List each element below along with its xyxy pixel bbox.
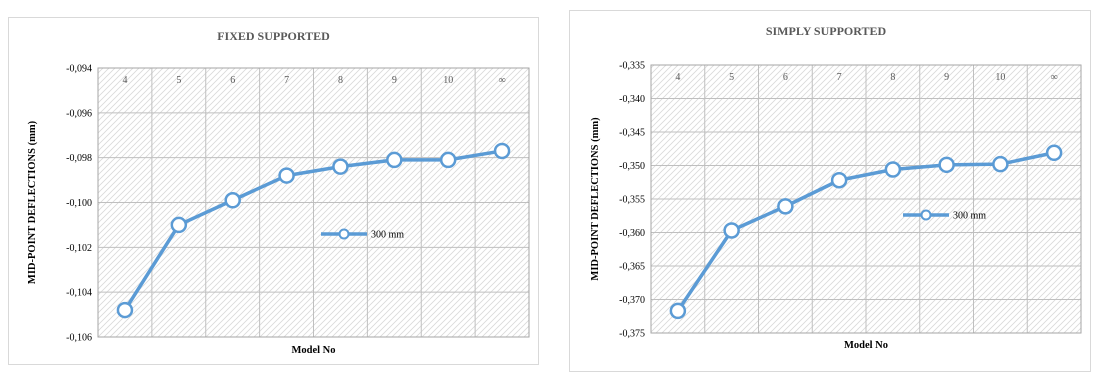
y-tick-label: -0,375 <box>619 329 645 340</box>
x-tick-label: 4 <box>122 75 127 86</box>
x-tick-label: 5 <box>729 72 734 83</box>
y-tick-label: -0,360 <box>619 228 645 239</box>
x-tick-label: 7 <box>837 72 842 83</box>
legend-label: 300 mm <box>371 230 404 241</box>
data-point <box>332 158 349 175</box>
y-tick-label: -0,350 <box>619 161 645 172</box>
y-tick-label: -0,355 <box>619 195 645 206</box>
data-point <box>884 161 902 178</box>
x-tick-label: 5 <box>176 75 181 86</box>
x-tick-label: 4 <box>675 72 680 83</box>
data-point <box>938 156 955 174</box>
y-tick-label: -0,096 <box>66 108 92 119</box>
chart-simply-supported: -0,335 -0,340 -0,345 -0,350 -0,355 -0,360 -0,3… <box>590 24 1082 351</box>
data-point <box>224 192 241 209</box>
x-tick-label: ∞ <box>498 75 505 86</box>
x-tick-label: 7 <box>284 75 289 86</box>
plot-border <box>97 67 530 338</box>
data-point <box>278 167 295 184</box>
data-point <box>386 151 403 169</box>
x-tick-label: 9 <box>392 75 397 86</box>
y-tick-label: -0,370 <box>619 295 645 306</box>
x-tick-label: 6 <box>783 72 788 83</box>
y-tick-label: -0,106 <box>66 333 92 344</box>
x-tick-label: 10 <box>995 72 1005 83</box>
y-tick-label: -0,335 <box>619 61 645 72</box>
x-tick-label: 8 <box>890 72 895 83</box>
data-point <box>1045 144 1063 162</box>
y-tick-label: -0,100 <box>66 198 92 209</box>
data-point <box>669 302 687 320</box>
chart-title: SIMPLY SUPPORTED <box>766 24 887 38</box>
y-tick-label: -0,104 <box>66 288 92 299</box>
legend-marker <box>338 228 350 240</box>
x-tick-label: 6 <box>230 75 235 86</box>
x-tick-label: 10 <box>443 75 453 86</box>
y-tick-label: -0,098 <box>66 153 92 164</box>
y-axis-title: MID-POINT DEFLECTIONS (mm) <box>27 120 38 284</box>
x-tick-label: 9 <box>944 72 949 83</box>
data-point <box>777 198 794 215</box>
data-point <box>723 222 740 239</box>
y-tick-label: -0,340 <box>619 94 645 105</box>
plot-border <box>650 64 1082 334</box>
data-point <box>116 301 134 319</box>
series-line <box>676 151 1055 312</box>
chart-panel-fixed: -0,094 -0,096 -0,098 -0,100 -0,102 -0,104 -0,1… <box>8 17 539 365</box>
x-axis-title: Model No <box>844 340 888 351</box>
data-point <box>830 171 848 189</box>
chart-fixed-supported: -0,094 -0,096 -0,098 -0,100 -0,102 -0,104 -0,1… <box>27 29 530 356</box>
x-tick-label: ∞ <box>1051 72 1058 83</box>
y-tick-label: -0,345 <box>619 128 645 139</box>
chart-title: FIXED SUPPORTED <box>217 29 330 43</box>
y-tick-label: -0,102 <box>66 243 92 254</box>
data-point <box>493 142 511 160</box>
y-tick-label: -0,094 <box>66 64 92 75</box>
legend-label: 300 mm <box>953 211 986 222</box>
data-point <box>992 155 1009 173</box>
data-point <box>170 216 188 234</box>
chart-panel-simply: -0,335 -0,340 -0,345 -0,350 -0,355 -0,360 -0,3… <box>569 10 1091 372</box>
series-line <box>123 149 503 312</box>
x-tick-label: 8 <box>338 75 343 86</box>
y-axis-title: MID-POINT DEFLECTIONS (mm) <box>590 117 601 281</box>
data-point <box>439 151 457 169</box>
x-axis-title: Model No <box>291 345 335 356</box>
legend-marker <box>920 209 932 221</box>
y-tick-label: -0,365 <box>619 262 645 273</box>
